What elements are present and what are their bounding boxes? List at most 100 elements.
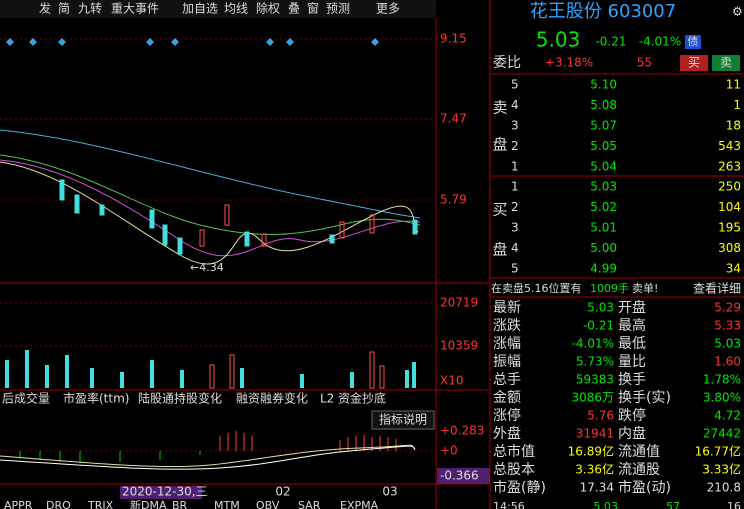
bottom-tab[interactable]: DRO [46,499,71,509]
price-axis-label: 9.15 [440,32,467,46]
level: 4 [511,98,519,112]
macd [0,431,416,470]
level: 5 [511,262,519,276]
bottom-tab[interactable]: SAR [298,499,321,509]
level-price: 5.07 [590,119,617,133]
stat-value: 3.80% [703,391,741,405]
indicator-tab[interactable]: 融资融券变化 [236,391,308,406]
level-qty: 195 [718,221,741,235]
stat-value: 5.03 [587,301,614,315]
level-qty: 11 [726,78,741,92]
date-label: 2020-12-30,三 [122,485,208,499]
settings-icon[interactable]: ⚙ [732,5,743,19]
indicator-tab[interactable]: 后成交量 [2,391,50,406]
stat-label: 跌停 [618,407,646,424]
stat-label: 总手 [493,372,521,388]
macd-low-bg [437,468,490,484]
badge-bg [685,35,701,49]
volume-axis-label: X10 [440,374,464,388]
toolbar-item[interactable]: 除权 [256,1,280,16]
indicator-tab[interactable]: L2 [320,392,334,406]
stat-label: 振幅 [493,354,521,370]
side-label: 卖 [492,99,507,117]
level-qty: 1 [733,98,741,112]
level-qty: 543 [718,139,741,153]
toolbar-item[interactable]: 均线 [224,2,248,16]
level: 3 [511,119,519,133]
stat-label: 最低 [618,336,646,352]
stat-label: 总股本 [493,462,535,478]
indicator-button[interactable] [371,410,435,430]
level-price: 5.02 [590,200,617,214]
date-label: 02 [275,485,290,499]
level-qty: 250 [718,180,741,194]
stat-label: 外盘 [493,425,521,442]
price-axis-label: 7.47 [440,112,467,126]
indicator-tab[interactable]: 市盈率(ttm) [63,391,129,406]
buy-button[interactable] [680,55,708,71]
level-price: 5.10 [590,78,617,92]
level-qty: 104 [718,200,741,214]
stat-label: 最新 [493,300,521,316]
stat-value: 16.89亿 [568,444,614,459]
label: 委比 [493,55,521,71]
toolbar-item[interactable]: 重大事件 [111,2,159,16]
low-marker: ←4.34 [190,261,224,274]
tick-qty: 57 [666,500,680,509]
notice-qty: 1009手 [590,281,629,295]
commission-diff: 55 [637,56,652,70]
stat-value: 5.29 [714,301,741,315]
toolbar-item[interactable]: 简 [58,2,70,16]
bottom-tab[interactable]: APPR [4,499,33,509]
stat-label: 涨幅 [493,336,521,352]
stock-name: 花王股份 603007 [530,1,676,22]
toolbar-bg [0,0,436,18]
bottom-tab[interactable]: 新DMA [130,498,167,509]
level-price: 5.03 [590,180,617,194]
bottom-tab[interactable]: BR [172,499,188,509]
toolbar-item[interactable]: 叠 [288,2,300,16]
sell-button-label[interactable]: 卖 [720,56,732,70]
toolbar-item[interactable]: 窗 [307,2,319,16]
stat-value: -0.21 [583,319,614,333]
level-qty: 34 [726,262,741,276]
toolbar-item[interactable]: 九转 [78,1,102,16]
side-label: 盘 [492,241,507,259]
stat-value: 5.73% [576,355,614,369]
stat-label: 涨停 [493,407,521,424]
volume-bars [5,350,416,389]
level-price: 5.00 [590,241,617,255]
bottom-tab[interactable]: OBV [256,499,280,509]
sell-button[interactable] [712,55,740,71]
bottom-tab[interactable]: TRIX [87,499,114,509]
level-qty: 18 [726,119,741,133]
level-qty: 308 [718,241,741,255]
toolbar-item[interactable]: 预测 [326,2,350,16]
indicator-button-label[interactable]: 指标说明 [379,412,427,427]
indicator-tab[interactable]: 资金抄底 [338,391,386,406]
level-price: 5.01 [590,221,617,235]
stat-label: 涨跌 [493,318,521,334]
level-price: 5.05 [590,139,617,153]
stat-value: 59383 [576,373,614,387]
buy-button-label[interactable]: 买 [688,56,700,70]
price: 5.03 [536,28,581,52]
stat-value: 31941 [576,427,614,441]
macd-axis-label: +0 [440,444,458,458]
bottom-tab[interactable]: EXPMA [340,499,379,509]
toolbar-item[interactable]: 发 [39,1,51,16]
side-label: 买 [492,201,507,219]
level: 2 [511,139,519,153]
side-label: 盘 [492,136,507,154]
toolbar-item[interactable]: 更多 [376,2,400,16]
commission-ratio: +3.18% [545,56,593,70]
level-qty: 263 [718,160,741,174]
bottom-tab[interactable]: MTM [214,499,240,509]
stat-label: 市盈(动) [618,479,671,496]
notice-link[interactable]: 查看详细 [693,281,741,296]
toolbar-item[interactable]: 加自选 [182,2,218,16]
indicator-tab[interactable]: 陆股通持股变化 [138,391,222,406]
stat-value: 5.76 [587,409,614,423]
stat-value: 1.60 [714,355,741,369]
